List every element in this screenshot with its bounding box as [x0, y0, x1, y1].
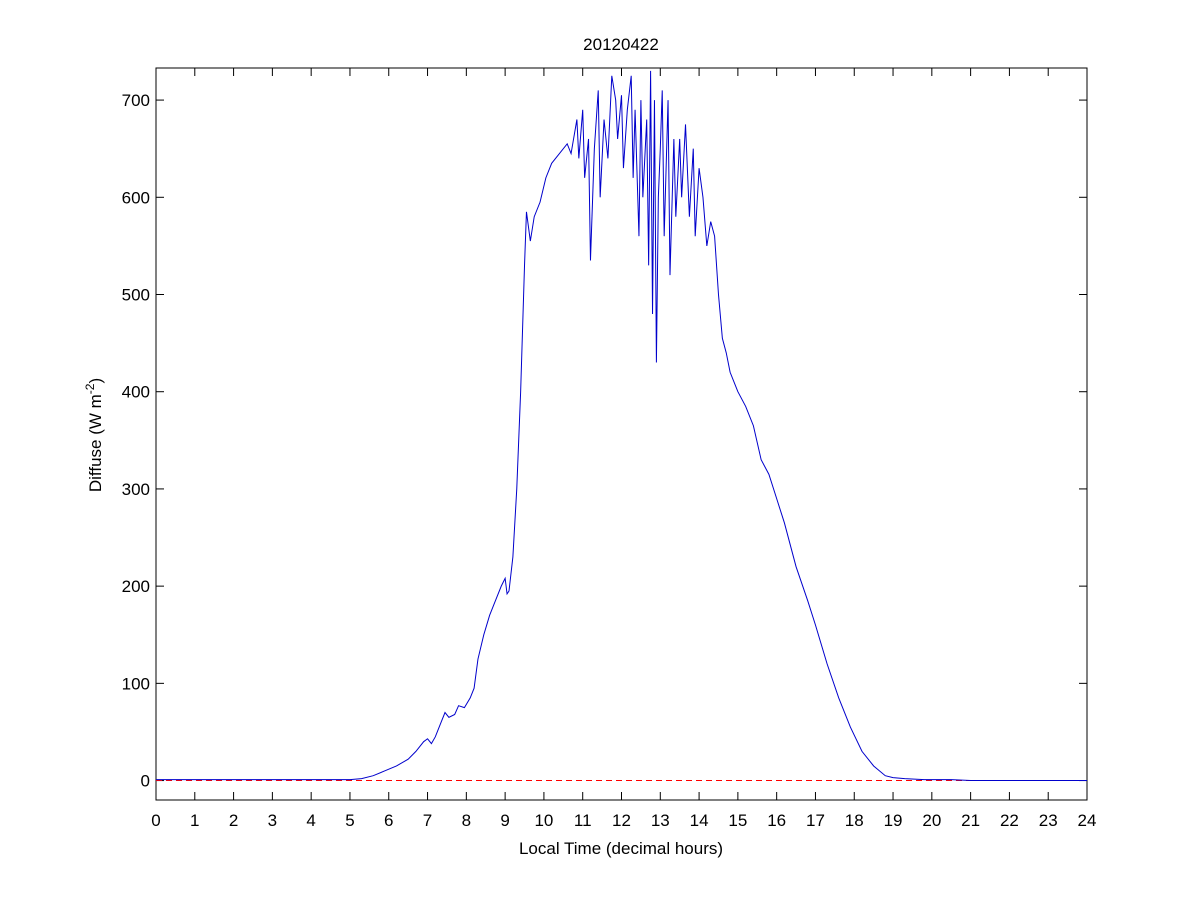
x-tick-label: 2 — [229, 811, 238, 830]
y-tick-label: 100 — [122, 674, 150, 693]
x-tick-label: 11 — [574, 811, 592, 830]
x-tick-label: 18 — [845, 811, 864, 830]
x-tick-label: 19 — [884, 811, 903, 830]
x-tick-label: 0 — [151, 811, 160, 830]
x-tick-label: 23 — [1039, 811, 1058, 830]
y-tick-label: 200 — [122, 577, 150, 596]
x-tick-label: 15 — [728, 811, 747, 830]
x-tick-label: 8 — [462, 811, 471, 830]
x-tick-label: 10 — [534, 811, 553, 830]
x-tick-label: 22 — [1000, 811, 1019, 830]
x-tick-label: 1 — [190, 811, 199, 830]
x-tick-label: 5 — [345, 811, 354, 830]
x-tick-label: 20 — [922, 811, 941, 830]
y-label-sup: -2 — [83, 383, 97, 394]
y-tick-label: 600 — [122, 188, 150, 207]
chart-title: 20120422 — [583, 35, 659, 54]
x-tick-label: 6 — [384, 811, 393, 830]
x-axis-label: Local Time (decimal hours) — [519, 839, 723, 858]
x-tick-label: 9 — [500, 811, 509, 830]
x-tick-label: 13 — [651, 811, 670, 830]
x-tick-label: 3 — [268, 811, 277, 830]
y-tick-label: 700 — [122, 91, 150, 110]
y-tick-label: 400 — [122, 383, 150, 402]
y-axis-label: Diffuse (W m-2) — [83, 378, 105, 492]
x-tick-label: 12 — [612, 811, 631, 830]
x-tick-label: 4 — [306, 811, 315, 830]
x-tick-label: 16 — [767, 811, 786, 830]
x-tick-label: 21 — [961, 811, 980, 830]
data-line — [156, 70, 1087, 782]
x-tick-label: 14 — [690, 811, 709, 830]
y-tick-label: 300 — [122, 480, 150, 499]
x-tick-label: 24 — [1078, 811, 1097, 830]
y-label-end: ) — [86, 378, 105, 384]
x-tick-label: 17 — [806, 811, 825, 830]
x-tick-label: 7 — [423, 811, 432, 830]
y-tick-label: 500 — [122, 286, 150, 305]
plot-area — [155, 67, 1088, 801]
y-label-main: Diffuse (W m — [86, 394, 105, 492]
y-tick-label: 0 — [141, 772, 150, 791]
